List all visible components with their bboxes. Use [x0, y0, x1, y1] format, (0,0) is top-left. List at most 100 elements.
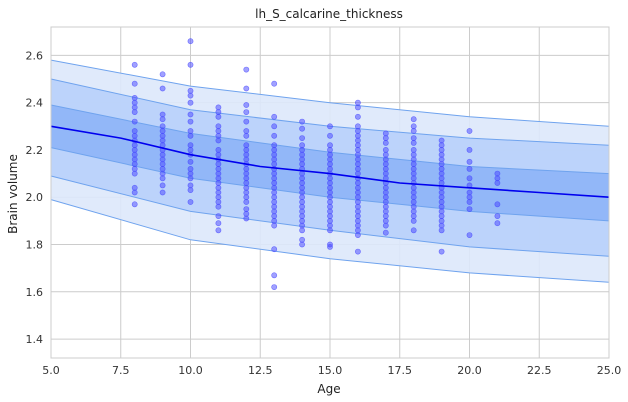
data-point: [215, 137, 222, 144]
plot-border: [50, 26, 610, 359]
data-point: [466, 165, 473, 172]
data-point: [159, 161, 166, 167]
y-axis-label: Brain volume: [6, 154, 20, 234]
data-point: [243, 66, 250, 73]
data-point: [466, 128, 473, 134]
data-point: [131, 201, 138, 208]
data-point: [187, 187, 194, 193]
data-point: [438, 180, 445, 186]
y-tick-label: 2.0: [26, 191, 44, 204]
y-tick-label: 2.6: [26, 49, 44, 62]
data-point: [215, 203, 222, 210]
data-point: [215, 213, 222, 219]
data-point: [215, 194, 222, 201]
data-point: [354, 248, 361, 255]
data-point: [243, 180, 250, 186]
x-tick-label: 25.0: [597, 364, 622, 377]
band-outer-upper-edge: [50, 59, 610, 127]
data-point: [131, 146, 138, 153]
data-point: [215, 161, 222, 167]
data-point: [131, 118, 138, 125]
data-point: [215, 146, 222, 153]
data-point: [131, 61, 138, 68]
data-point: [299, 180, 305, 186]
data-point: [354, 213, 361, 219]
data-point: [243, 118, 250, 125]
data-point: [271, 222, 278, 229]
data-point: [299, 241, 305, 248]
data-point: [131, 95, 138, 101]
data-point: [354, 146, 361, 153]
data-point: [271, 80, 278, 87]
x-tick-label: 17.5: [388, 364, 413, 377]
data-point: [215, 227, 222, 234]
data-point: [215, 113, 222, 120]
data-point: [410, 213, 417, 219]
data-point: [299, 118, 305, 125]
data-point: [438, 227, 445, 234]
data-point: [438, 146, 445, 153]
data-point: [354, 232, 361, 238]
data-point: [327, 180, 333, 186]
data-point: [131, 170, 138, 177]
data-point: [243, 109, 250, 115]
data-point: [410, 139, 417, 146]
data-point: [215, 180, 222, 186]
data-point: [327, 132, 333, 139]
data-point: [466, 232, 473, 238]
x-tick-label: 15.0: [318, 364, 343, 377]
data-point: [327, 227, 333, 234]
data-point: [438, 161, 445, 167]
data-point: [131, 161, 138, 167]
x-axis-label: Age: [317, 382, 340, 396]
data-point: [243, 85, 250, 92]
data-point: [159, 128, 166, 134]
data-point: [327, 146, 333, 153]
data-point: [187, 132, 194, 139]
data-point: [271, 284, 278, 290]
x-tick-label: 10.0: [178, 364, 203, 377]
data-point: [271, 113, 278, 120]
data-point: [271, 161, 278, 167]
data-point: [382, 146, 389, 153]
data-point: [410, 128, 417, 134]
data-point: [327, 161, 333, 167]
x-tick-label: 22.5: [527, 364, 552, 377]
x-axis-ticks: 5.0 7.5 10.0 12.5 15.0 17.5 20.0 22.5 25.0: [42, 364, 621, 377]
data-point: [382, 135, 389, 141]
data-point: [438, 194, 445, 201]
data-point: [382, 213, 389, 219]
data-point: [243, 132, 250, 139]
data-point: [159, 85, 166, 92]
data-point: [354, 180, 361, 186]
data-point: [438, 248, 445, 255]
data-point: [382, 222, 389, 229]
data-point: [327, 123, 333, 130]
x-tick-label: 7.5: [112, 364, 130, 377]
data-point: [271, 194, 278, 201]
data-point: [271, 246, 278, 253]
data-point: [299, 125, 305, 132]
band-outer-lower-edge: [50, 199, 610, 283]
data-point: [299, 146, 305, 153]
data-point: [131, 109, 138, 115]
data-point: [410, 161, 417, 167]
data-point: [354, 161, 361, 167]
data-point: [410, 135, 417, 141]
data-point: [494, 220, 501, 227]
data-point: [466, 175, 473, 182]
data-point: [187, 61, 194, 68]
data-point: [466, 146, 473, 153]
x-tick-label: 20.0: [457, 364, 482, 377]
data-point: [187, 128, 194, 134]
data-point: [187, 99, 194, 106]
data-point: [187, 158, 194, 165]
data-point: [299, 161, 305, 167]
data-point: [187, 87, 194, 94]
data-point: [494, 180, 501, 186]
data-point: [494, 213, 501, 219]
data-point: [299, 213, 305, 219]
data-point: [410, 227, 417, 234]
median-line: [50, 125, 610, 198]
y-tick-label: 1.6: [26, 286, 44, 299]
